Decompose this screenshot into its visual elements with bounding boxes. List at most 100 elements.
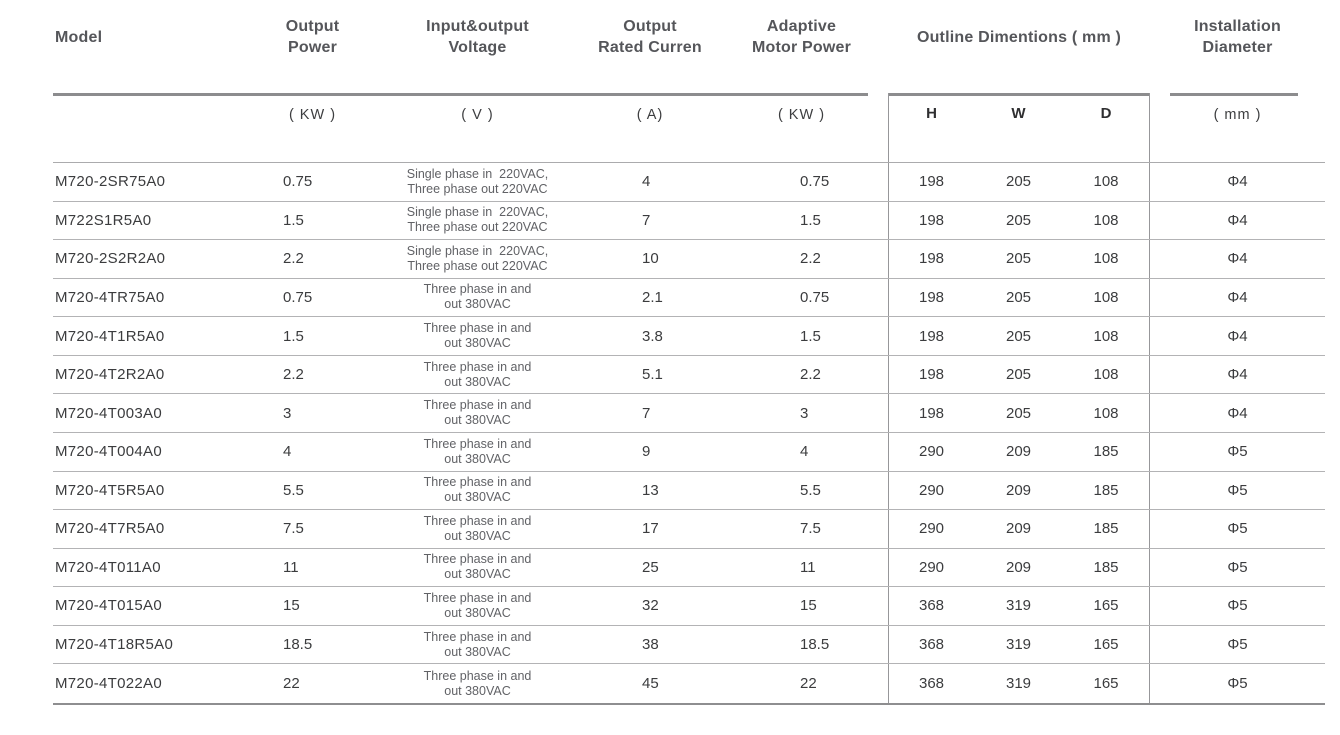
cell-adaptive-power: 2.2 [800,250,821,268]
column-header-label: Voltage [448,39,507,56]
column-header-label: Model [55,28,103,46]
subcolumn-header-h: H [926,105,937,122]
cell-installation-diameter: Φ4 [1227,404,1248,422]
cell-model: M720-4T5R5A0 [55,481,165,499]
cell-dimension-h: 290 [918,520,945,538]
cell-dimension-h: 198 [918,173,945,191]
cell-installation-diameter: Φ5 [1227,558,1248,576]
cell-dimension-w: 205 [1005,250,1032,268]
cell-io-voltage: Single phase in 220VAC, Three phase out 2… [406,205,549,235]
cell-dimension-d: 108 [1093,173,1119,191]
cell-adaptive-power: 18.5 [800,636,830,654]
header-rule-left [53,93,868,96]
cell-output-power: 3 [283,404,292,422]
table-row: M720-4T011A0 11 Three phase in and out 38… [53,549,1325,588]
table-row: M720-4T004A0 4 Three phase in and out 380… [53,433,1325,472]
cell-io-voltage: Three phase in and out 380VAC [423,398,532,428]
cell-dimension-h: 368 [918,675,945,693]
cell-rated-current: 13 [642,481,659,499]
table-row: M720-4T5R5A0 5.5 Three phase in and out 3… [53,472,1325,511]
cell-model: M720-4T004A0 [55,443,162,461]
cell-io-voltage: Three phase in and out 380VAC [423,552,532,582]
cell-adaptive-power: 0.75 [800,288,830,306]
cell-io-voltage: Three phase in and out 380VAC [423,629,532,659]
unit-output-power: ( KW ) [288,107,337,123]
cell-dimension-h: 198 [918,250,945,268]
cell-dimension-h: 368 [918,636,945,654]
cell-installation-diameter: Φ5 [1227,636,1248,654]
cell-dimension-h: 368 [918,597,945,615]
cell-adaptive-power: 3 [800,404,809,422]
header-rule-installation [1170,93,1298,96]
cell-installation-diameter: Φ5 [1227,481,1248,499]
cell-output-power: 0.75 [283,288,313,306]
cell-output-power: 7.5 [283,520,304,538]
cell-installation-diameter: Φ4 [1227,250,1248,268]
cell-output-power: 11 [283,558,299,576]
cell-dimension-w: 209 [1005,481,1032,499]
cell-io-voltage: Three phase in and out 380VAC [423,282,532,312]
cell-model: M720-2SR75A0 [55,173,166,191]
cell-dimension-d: 165 [1093,636,1119,654]
cell-dimension-d: 108 [1093,366,1119,384]
table-units-row: ( KW ) ( V ) ( A) ( KW ) H W D ( mm ) [53,96,1325,163]
outline-box-left-border [888,93,889,704]
column-header-label: Rated Curren [598,39,702,56]
cell-io-voltage: Three phase in and out 380VAC [423,475,532,505]
header-rule-outline-box-top [888,93,1150,96]
cell-installation-diameter: Φ4 [1227,288,1248,306]
cell-dimension-h: 198 [918,404,945,422]
table-row: M720-4T022A0 22 Three phase in and out 38… [53,664,1325,703]
column-header-installation-diameter: Installation Diameter [1150,10,1325,64]
cell-rated-current: 38 [642,636,659,654]
cell-io-voltage: Three phase in and out 380VAC [423,513,532,543]
cell-model: M720-4T011A0 [55,558,161,576]
table-row: M720-4T7R5A0 7.5 Three phase in and out 3… [53,510,1325,549]
subcolumn-header-w: W [1011,105,1026,122]
unit-model [53,96,255,163]
cell-rated-current: 45 [642,675,659,693]
column-header-label: Installation [1194,18,1281,35]
cell-dimension-d: 108 [1093,288,1119,306]
cell-model: M722S1R5A0 [55,211,152,229]
column-header-outline-dimensions: Outline Dimentions ( mm ) [888,10,1150,64]
cell-adaptive-power: 1.5 [800,327,821,345]
cell-output-power: 1.5 [283,327,304,345]
cell-dimension-d: 165 [1093,597,1119,615]
cell-dimension-w: 205 [1005,288,1032,306]
cell-model: M720-4T015A0 [55,597,162,615]
cell-model: M720-4TR75A0 [55,288,165,306]
cell-output-power: 4 [283,443,292,461]
cell-dimension-d: 185 [1093,558,1119,576]
column-header-label: Output [623,18,677,35]
cell-adaptive-power: 11 [800,558,816,576]
cell-adaptive-power: 0.75 [800,173,830,191]
subcolumn-header-d: D [1100,105,1112,122]
cell-adaptive-power: 22 [800,675,817,693]
cell-io-voltage: Three phase in and out 380VAC [423,359,532,389]
table-row: M720-4T2R2A0 2.2 Three phase in and out 3… [53,356,1325,395]
cell-dimension-w: 205 [1005,404,1032,422]
cell-rated-current: 9 [642,443,651,461]
cell-dimension-h: 198 [918,211,945,229]
cell-output-power: 0.75 [283,173,313,191]
table-row: M722S1R5A0 1.5 Single phase in 220VAC, Th… [53,202,1325,241]
cell-rated-current: 32 [642,597,659,615]
column-header-label: Adaptive [766,18,837,35]
cell-dimension-d: 108 [1093,250,1119,268]
unit-rated-current: ( A) [636,107,664,123]
cell-dimension-w: 205 [1005,327,1032,345]
cell-rated-current: 3.8 [642,327,663,345]
table-row: M720-4T015A0 15 Three phase in and out 38… [53,587,1325,626]
cell-adaptive-power: 2.2 [800,366,821,384]
cell-rated-current: 7 [642,211,651,229]
cell-dimension-w: 205 [1005,211,1032,229]
cell-installation-diameter: Φ5 [1227,675,1248,693]
cell-adaptive-power: 7.5 [800,520,821,538]
table-row: M720-2S2R2A0 2.2 Single phase in 220VAC,… [53,240,1325,279]
cell-rated-current: 5.1 [642,366,663,384]
cell-rated-current: 4 [642,173,651,191]
column-header-adaptive-power: Adaptive Motor Power [715,10,888,64]
outline-box-right-border [1149,93,1150,704]
